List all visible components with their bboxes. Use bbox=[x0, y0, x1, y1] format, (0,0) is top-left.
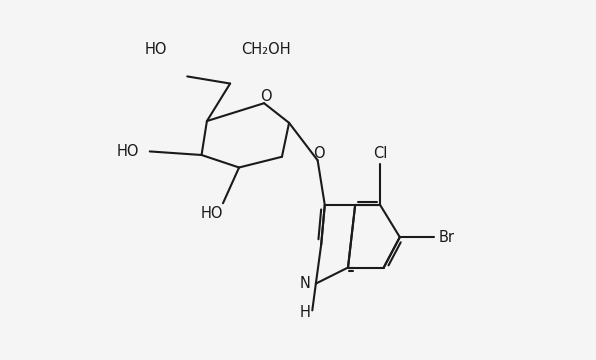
Text: HO: HO bbox=[145, 42, 167, 57]
Text: H: H bbox=[300, 305, 311, 320]
Text: HO: HO bbox=[117, 144, 139, 159]
Text: HO: HO bbox=[201, 206, 224, 221]
Text: Cl: Cl bbox=[373, 146, 387, 161]
Text: CH₂OH: CH₂OH bbox=[241, 42, 290, 57]
Text: O: O bbox=[260, 89, 272, 104]
Text: O: O bbox=[313, 146, 325, 161]
Text: Br: Br bbox=[439, 230, 455, 245]
Text: N: N bbox=[300, 276, 311, 291]
